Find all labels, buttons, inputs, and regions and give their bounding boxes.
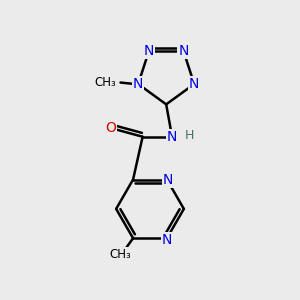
- Text: CH₃: CH₃: [109, 248, 131, 261]
- Text: N: N: [133, 77, 143, 91]
- Text: N: N: [189, 77, 200, 91]
- Text: CH₃: CH₃: [94, 76, 116, 89]
- Text: N: N: [163, 172, 173, 187]
- Text: O: O: [105, 121, 116, 135]
- Text: N: N: [162, 233, 172, 247]
- Text: H: H: [184, 129, 194, 142]
- Text: N: N: [178, 44, 189, 58]
- Text: N: N: [144, 44, 154, 58]
- Text: N: N: [167, 130, 177, 144]
